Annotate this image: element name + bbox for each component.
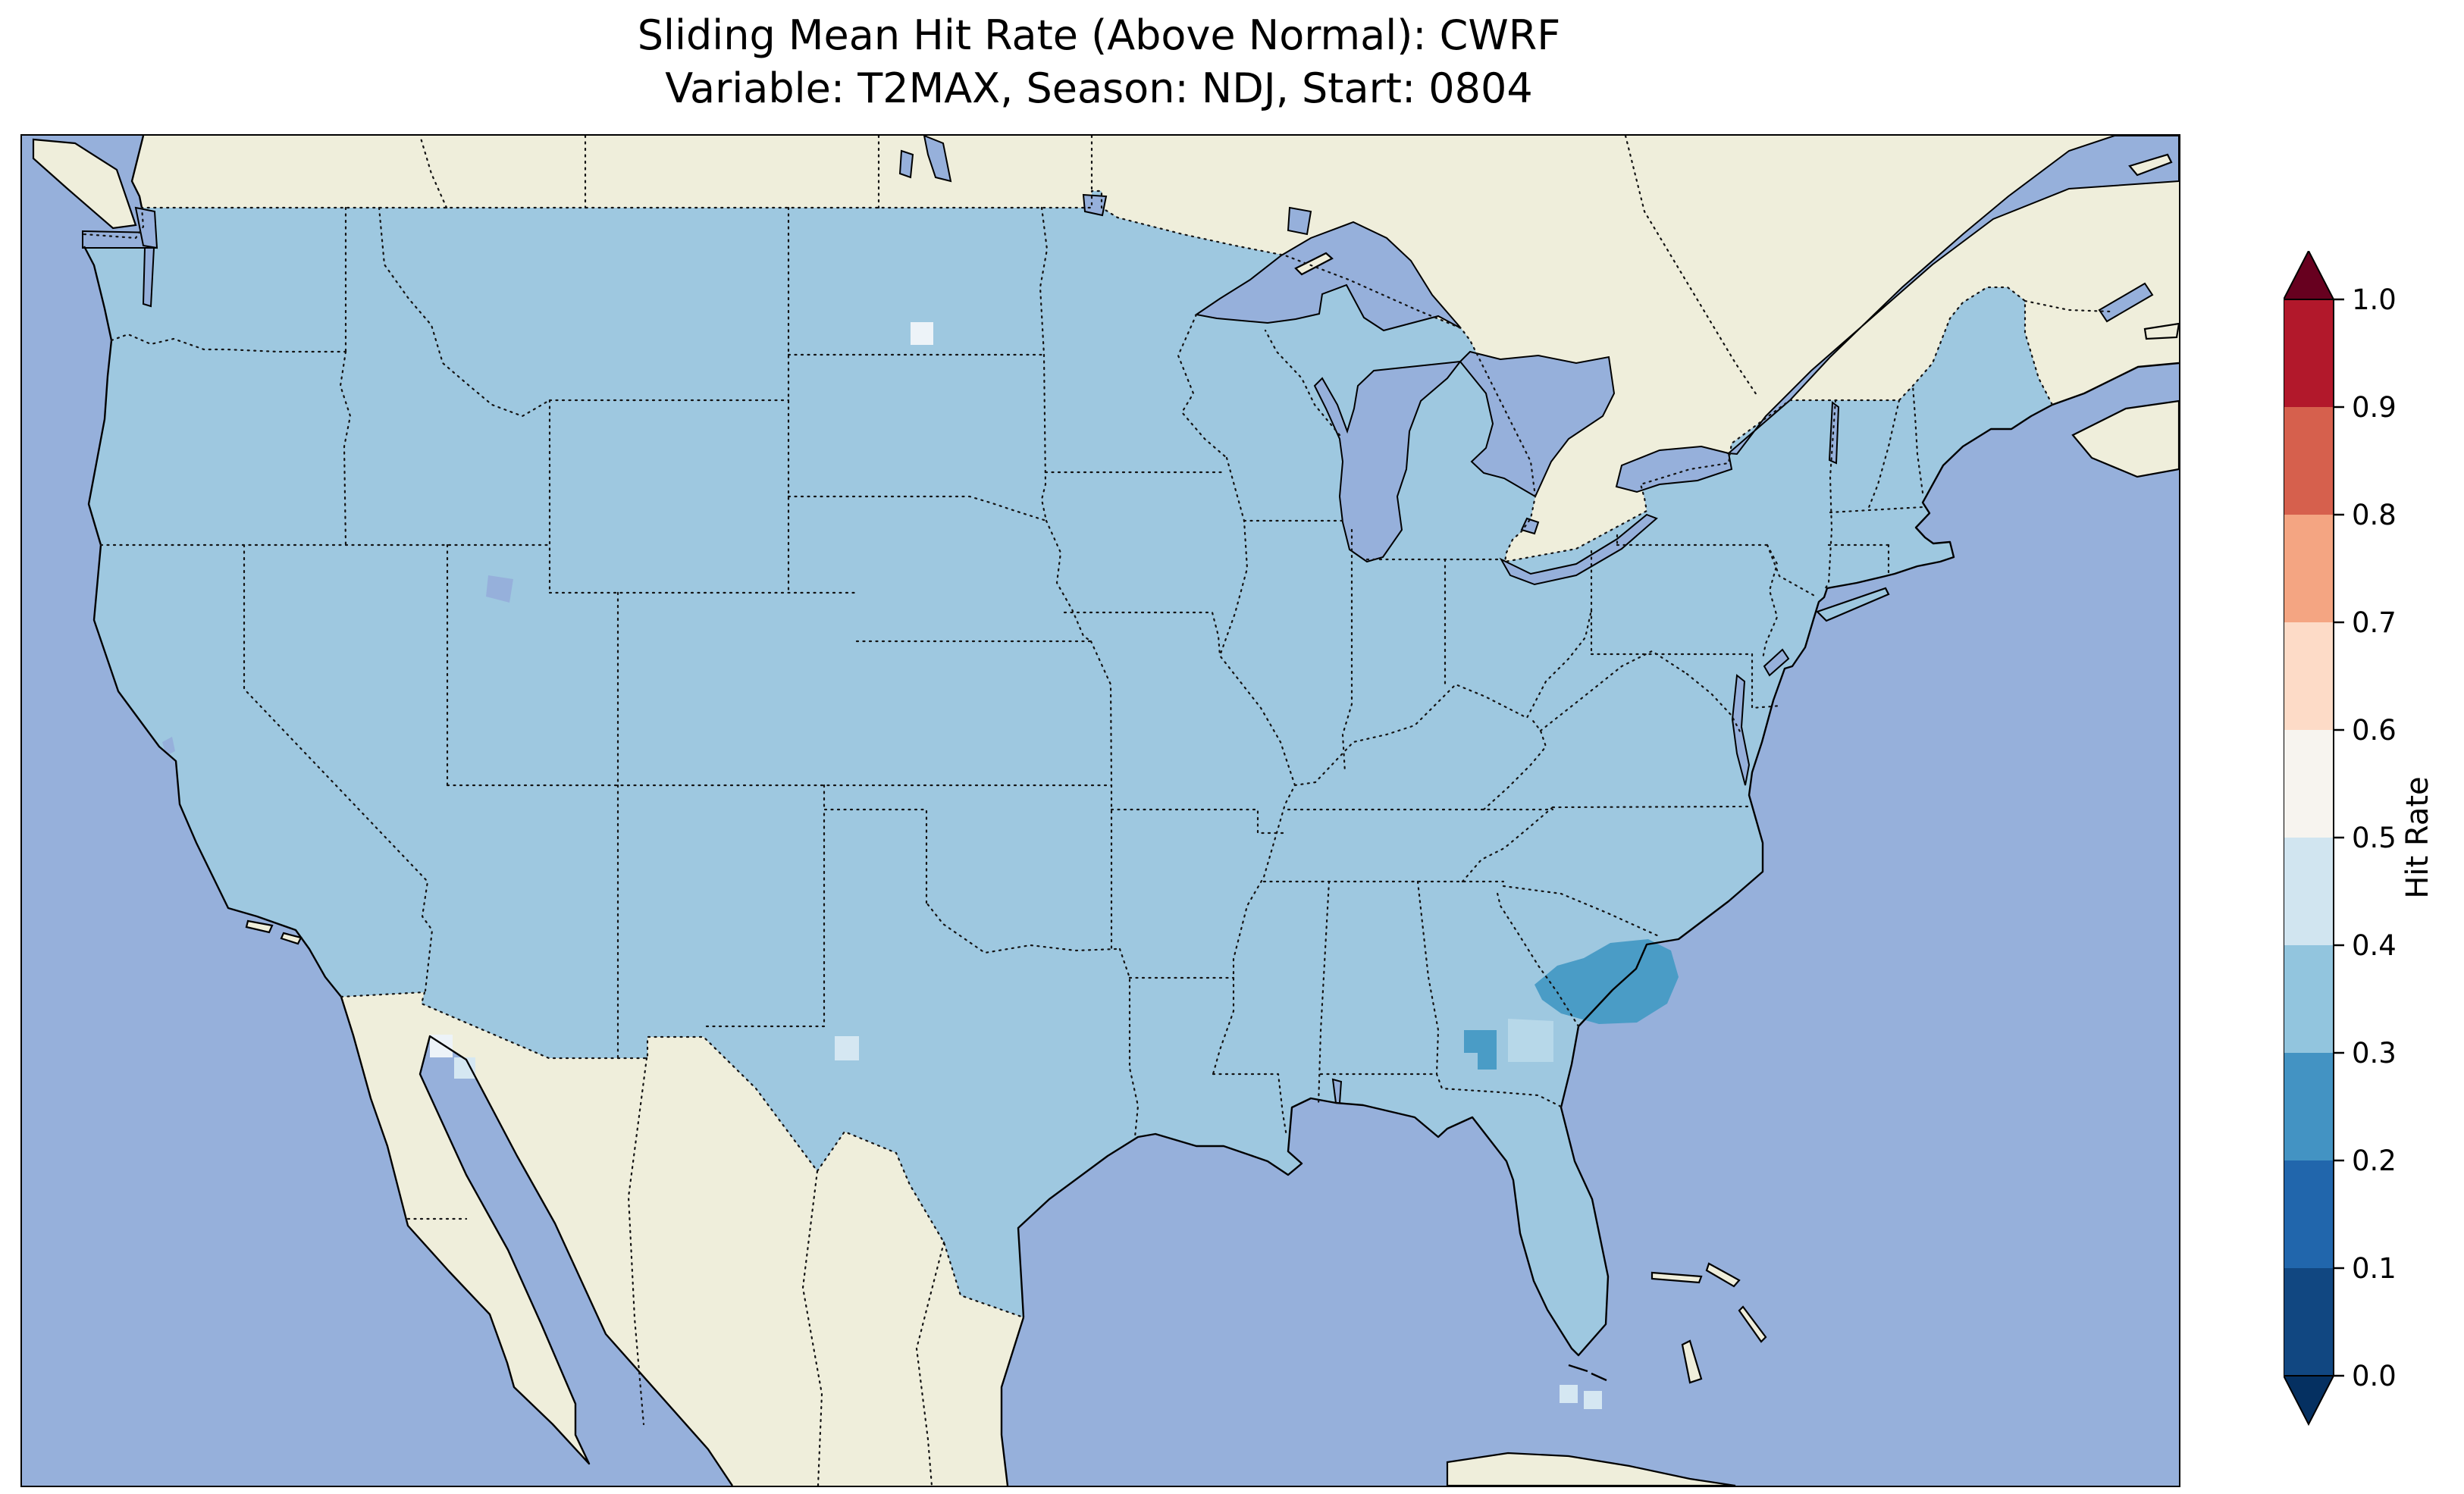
vancouver-island — [32, 138, 137, 230]
figure-title: Sliding Mean Hit Rate (Above Normal): CW… — [20, 9, 2177, 115]
colorbar-bin-04-05 — [2284, 838, 2334, 945]
lake-erie — [1499, 513, 1658, 586]
lake-ontario — [1615, 445, 1733, 493]
tick-0.2: 0.2 — [2352, 1145, 2397, 1177]
colorbar-axis-label: Hit Rate — [2400, 776, 2435, 898]
tick-0.9: 0.9 — [2352, 391, 2397, 424]
colorbar-bin-00-01 — [2284, 1268, 2334, 1376]
colorbar-bin-06-07 — [2284, 622, 2334, 730]
colorbar-ticks — [2334, 298, 2344, 1377]
colorbar-bin-08-09 — [2284, 407, 2334, 515]
colorbar: 1.0 0.9 0.8 0.7 0.6 0.5 0.4 0.3 0.2 0.1 … — [2284, 251, 2458, 1433]
lake-nipigon — [1287, 206, 1312, 236]
tick-0.1: 0.1 — [2352, 1252, 2397, 1285]
tick-1.0: 1.0 — [2352, 283, 2397, 316]
patch-southcarolina-low — [1535, 939, 1679, 1024]
lake-winnipeg — [923, 136, 952, 183]
tick-0.3: 0.3 — [2352, 1037, 2397, 1070]
patch-georgia-low — [1464, 1030, 1497, 1070]
colorbar-over-triangle — [2284, 251, 2335, 300]
tick-0.8: 0.8 — [2352, 499, 2397, 531]
long-island — [1815, 587, 1890, 622]
us-region — [84, 191, 2052, 1355]
tick-0.0: 0.0 — [2352, 1360, 2397, 1392]
strait-georgia — [134, 206, 158, 249]
channel-islands — [245, 919, 303, 945]
cell-west-texas-light — [835, 1036, 859, 1060]
cell-south-florida-2 — [1584, 1391, 1602, 1409]
bahamas-abaco — [1705, 1262, 1741, 1288]
mexico-region — [341, 992, 1024, 1486]
patch-georgia-mid — [1508, 1019, 1553, 1062]
canada-province-borders — [419, 136, 2112, 399]
bahamas-eleuthera — [1738, 1305, 1767, 1343]
gulf-atlantic-coastline — [1017, 403, 2053, 1357]
bahamas-andros — [1681, 1339, 1703, 1384]
lake-michigan — [1313, 360, 1462, 563]
cell-south-florida-1 — [1560, 1385, 1578, 1403]
tick-0.6: 0.6 — [2352, 714, 2397, 747]
map-frame — [20, 134, 2180, 1487]
title-line-2: Variable: T2MAX, Season: NDJ, Start: 080… — [665, 64, 1533, 112]
bahamas-grand-bahama — [1651, 1271, 1703, 1284]
cell-border-arizona-2 — [454, 1057, 475, 1079]
cuba — [1446, 1452, 1736, 1486]
chesapeake-bay — [1731, 674, 1751, 786]
lake-of-the-woods — [1082, 193, 1108, 217]
title-line-1: Sliding Mean Hit Rate (Above Normal): CW… — [637, 11, 1561, 59]
puget-sound — [142, 247, 155, 308]
florida-keys — [1568, 1364, 1607, 1382]
mexico-gulf-coastline — [1000, 1317, 1025, 1486]
prince-edward-island — [2143, 322, 2179, 340]
canada-atlantic-coastline — [2052, 362, 2179, 406]
lake-superior — [1194, 221, 1462, 332]
delaware-bay — [1763, 648, 1790, 677]
tick-0.5: 0.5 — [2352, 822, 2397, 854]
nova-scotia — [2071, 399, 2179, 478]
state-borders-central — [855, 313, 1593, 1139]
colorbar-under-triangle — [2284, 1375, 2335, 1427]
state-borders-east — [1461, 384, 1924, 1028]
tick-0.4: 0.4 — [2352, 929, 2397, 962]
cell-north-dakota-light — [911, 322, 933, 345]
colorbar-bin-03-04 — [2284, 945, 2334, 1053]
colorbar-bin-05-06 — [2284, 730, 2334, 838]
lake-manitoba — [898, 149, 914, 179]
us-canada-border — [83, 189, 2054, 563]
colorbar-bin-01-02 — [2284, 1160, 2334, 1268]
colorbar-tick-labels: 1.0 0.9 0.8 0.7 0.6 0.5 0.4 0.3 0.2 0.1 … — [2352, 283, 2397, 1392]
isle-royale — [1294, 252, 1334, 276]
anticosti-island — [2128, 153, 2173, 177]
us-mexico-border — [340, 991, 1025, 1319]
state-borders-west — [99, 206, 1113, 1060]
colorbar-svg: 1.0 0.9 0.8 0.7 0.6 0.5 0.4 0.3 0.2 0.1 … — [2284, 251, 2435, 1427]
colorbar-bin-07-08 — [2284, 515, 2334, 622]
lake-huron — [1459, 350, 1616, 498]
chaleur-bay — [2098, 282, 2154, 323]
conus-hit-rate-map — [22, 136, 2179, 1486]
tick-0.7: 0.7 — [2352, 606, 2397, 639]
lake-st-clair — [1520, 517, 1540, 535]
mexico-state-borders — [406, 1057, 945, 1486]
colorbar-bin-09-10 — [2284, 299, 2334, 407]
colorbar-bin-02-03 — [2284, 1053, 2334, 1160]
great-salt-lake — [486, 575, 513, 603]
